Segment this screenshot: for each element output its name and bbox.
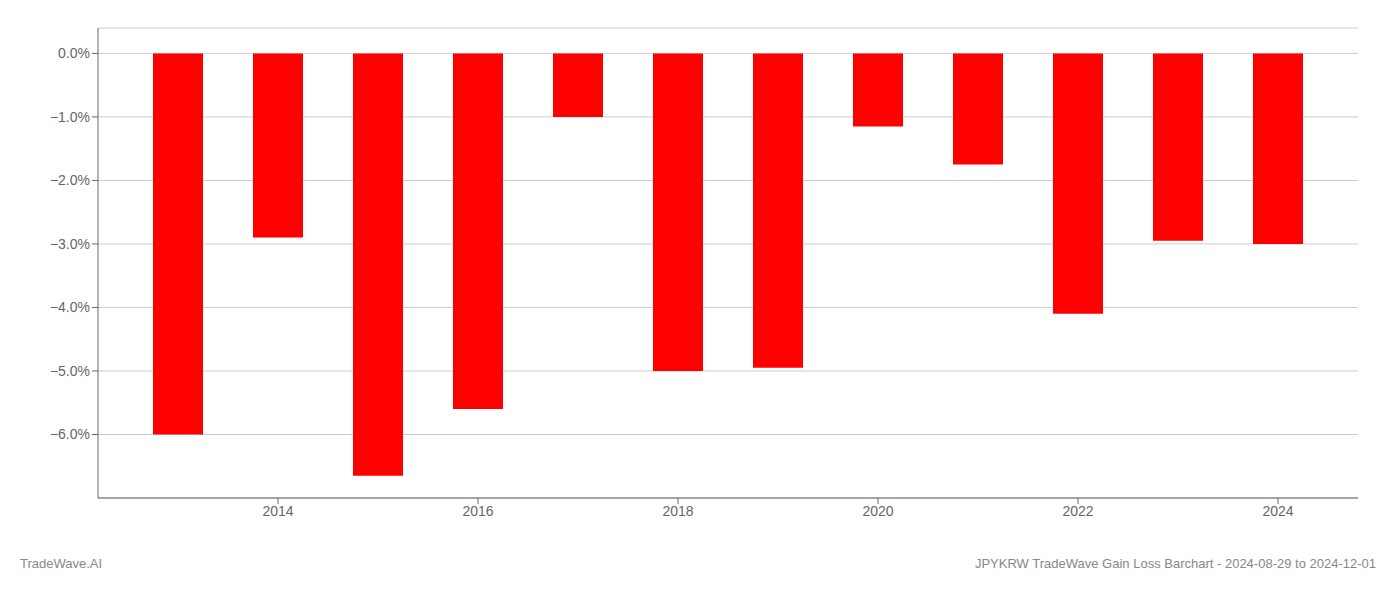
html-text:TradeWave.AI: TradeWave.AI bbox=[20, 556, 103, 571]
svg-text:2014: 2014 bbox=[262, 503, 293, 519]
svg-text:2022: 2022 bbox=[1062, 503, 1093, 519]
svg-text:−3.0%: −3.0% bbox=[50, 236, 90, 252]
svg-text:2016: 2016 bbox=[462, 503, 493, 519]
svg-text:−4.0%: −4.0% bbox=[50, 299, 90, 315]
svg-text:0.0%: 0.0% bbox=[58, 45, 90, 61]
svg-text:−6.0%: −6.0% bbox=[50, 426, 90, 442]
svg-text:−1.0%: −1.0% bbox=[50, 109, 90, 125]
html-text:JPYKRW TradeWave Gain Loss Bar: JPYKRW TradeWave Gain Loss Barchart - 20… bbox=[975, 556, 1376, 571]
svg-text:−5.0%: −5.0% bbox=[50, 363, 90, 379]
svg-text:−2.0%: −2.0% bbox=[50, 172, 90, 188]
svg-text:2018: 2018 bbox=[662, 503, 693, 519]
svg-text:2020: 2020 bbox=[862, 503, 893, 519]
svg-text:2024: 2024 bbox=[1262, 503, 1293, 519]
